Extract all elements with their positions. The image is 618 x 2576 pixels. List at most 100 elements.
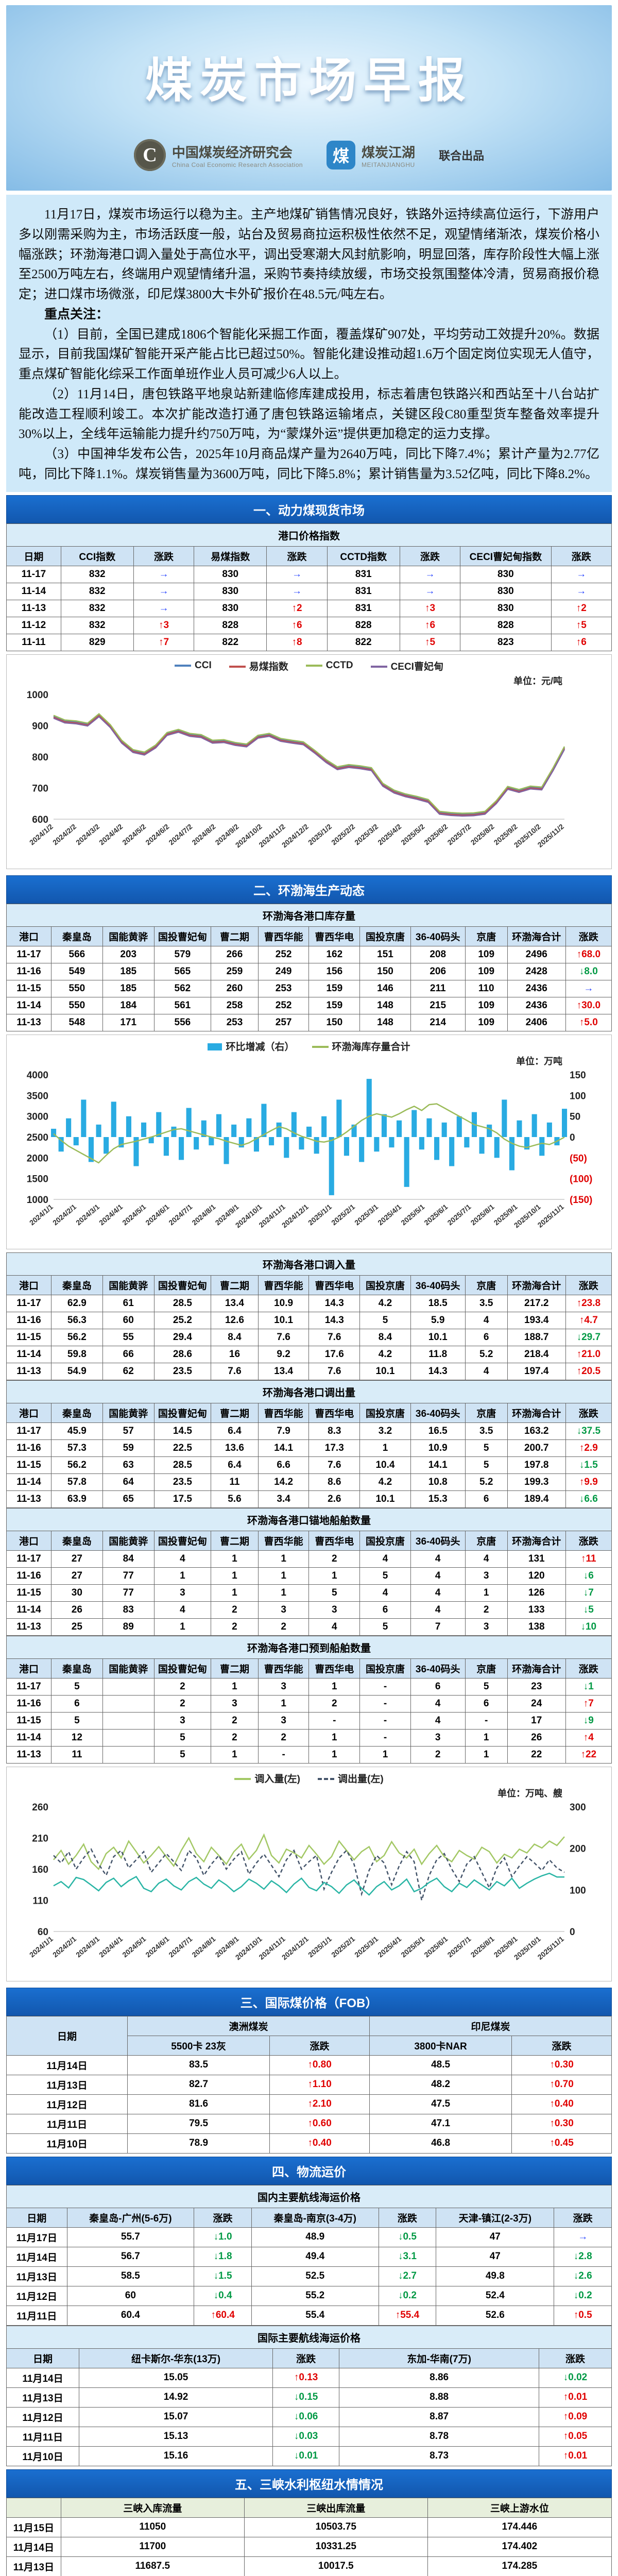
column-header: 曹二期 [211,1403,259,1422]
table-cell: 4 [465,1312,507,1329]
table-cell: ↓6.6 [565,1490,611,1507]
table-cell: 11月12日 [7,2286,67,2306]
table-cell: 52.5 [251,2266,379,2286]
column-header: 港口 [7,1658,52,1678]
table-cell: 12.6 [211,1312,259,1329]
legend-item: 环比增减（右） [208,1039,294,1053]
table-cell: 8.4 [360,1329,411,1346]
meitanjianghu-name-cn: 煤炭江湖 [362,142,415,161]
svg-text:2024/6/1: 2024/6/1 [144,1934,170,1958]
table-cell: ↑55.4 [379,2306,436,2325]
table-cell: 562 [154,980,211,997]
column-header: 日期 [7,2016,128,2055]
column-header: CCI指数 [61,546,133,566]
table-cell: 830 [460,583,551,600]
table-cell: - [360,1729,411,1746]
column-header: 环渤海合计 [507,1658,565,1678]
table-cell: 3 [465,1618,507,1635]
table-cell: 6.4 [211,1422,259,1439]
table-cell: 199.3 [507,1473,565,1490]
table-cell: 208 [410,946,465,963]
svg-text:2024/2/2: 2024/2/2 [51,822,78,846]
column-header: 涨跌 [551,546,612,566]
table-cell: 3.5 [465,1295,507,1312]
subtitle-anchored-ships: 环渤海各港口锚地船舶数量 [6,1508,612,1531]
column-header: 天津-镇江(2-3万) [436,2208,554,2227]
table-cell: 5 [465,1678,507,1695]
legend-item: CCI [175,660,212,671]
table-cell: 2 [309,1550,360,1567]
table-cell: 252 [258,946,309,963]
table-cell: 832 [61,600,133,617]
table-cell: 11月13日 [7,2266,67,2286]
column-header: 曹西华电 [309,926,360,946]
table-cell: 4 [410,1601,465,1618]
table-cell: → [267,566,328,583]
table-cell: 4 [410,1712,465,1729]
table-cell: 163.2 [507,1422,565,1439]
svg-text:1500: 1500 [27,1174,48,1184]
table-cell: 1 [211,1678,259,1695]
column-header: 日期 [7,2208,67,2227]
svg-text:800: 800 [32,752,48,763]
table-cell: 14.92 [79,2387,273,2407]
table-cell: ↓2.8 [554,2247,612,2266]
table-cell: 48.2 [370,2075,512,2094]
table-cell: 548 [51,1014,102,1031]
table-cell: ↓9 [565,1712,611,1729]
table-cell: ↑23.8 [565,1295,611,1312]
column-header: CCTD指数 [327,546,400,566]
table-cell: 10331.25 [244,2537,427,2556]
table-cell: 13.4 [211,1295,259,1312]
column-header: 涨跌 [273,2348,339,2368]
table-cell: 832 [61,566,133,583]
svg-text:2024/1/1: 2024/1/1 [28,1934,55,1958]
table-cell: 10.1 [258,1312,309,1329]
table-cell: 4.2 [360,1473,411,1490]
table-cell: 156 [309,963,360,980]
svg-text:2025/11/2: 2025/11/2 [536,822,566,849]
table-cell: ↑0.30 [512,2055,612,2075]
legend-item: CECI曹妃甸 [371,659,443,673]
table-cell: 17.6 [309,1346,360,1363]
column-header: 秦皇岛 [51,1275,102,1295]
svg-text:2024/4/1: 2024/4/1 [97,1934,124,1958]
table-cell: ↑11 [565,1550,611,1567]
table-cell: 174.402 [427,2537,611,2556]
table-cell: ↓1 [565,1678,611,1695]
table-cell: 3 [154,1584,211,1601]
svg-text:2024/2/1: 2024/2/1 [51,1202,78,1226]
table-cell: → [267,583,328,600]
svg-text:2025/5/1: 2025/5/1 [399,1202,426,1226]
table-cell: 14.5 [154,1422,211,1439]
ccera-logo-icon: C [134,139,166,171]
table-cell: 59 [102,1439,154,1456]
svg-text:2024/2/1: 2024/2/1 [51,1934,78,1958]
table-cell: 59.8 [51,1346,102,1363]
column-header: 涨跌 [512,2036,612,2055]
svg-text:2024/4/1: 2024/4/1 [97,1202,124,1226]
table-cell: 54.9 [51,1363,102,1380]
table-cell: 11-13 [7,1746,52,1763]
table-cell: 197.4 [507,1363,565,1380]
table-cell: 3.5 [465,1422,507,1439]
svg-text:100: 100 [570,1885,586,1896]
table-cell: 828 [194,617,267,634]
column-header: 日期 [7,546,61,566]
table-cell: 10017.5 [244,2556,427,2576]
table-cell: 11-14 [7,1601,52,1618]
table-cell: 11月10日 [7,2133,128,2153]
table-cell: 830 [460,566,551,583]
table-cell: 11-14 [7,1473,52,1490]
table-cell: 28.6 [154,1346,211,1363]
column-header: 涨跌 [400,546,460,566]
